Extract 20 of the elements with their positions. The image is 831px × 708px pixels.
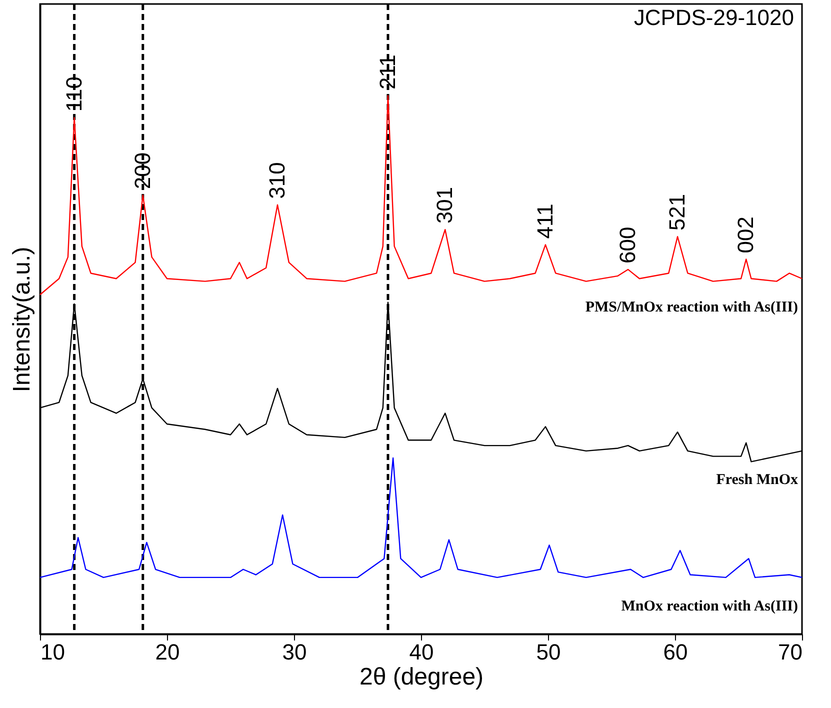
x-axis-title: 2θ (degree) [359, 664, 484, 690]
series-label: Fresh MnOx [716, 472, 798, 488]
series-label: PMS/MnOx reaction with As(III) [585, 300, 798, 316]
text: JCPDS-29-1020 [634, 5, 794, 30]
annotation: 310 [264, 162, 290, 199]
y-axis-title: Intensity(a.u.) [8, 246, 36, 392]
x-tick-label: 60 [663, 640, 688, 664]
x-tick-label: 40 [409, 640, 434, 664]
annotation: 002 [733, 216, 758, 254]
annotation: 600 [615, 226, 640, 264]
x-tick-label: 30 [282, 640, 307, 664]
annotation: 411 [532, 204, 558, 239]
x-tick-label: 10 [40, 640, 65, 664]
annotation: 521 [664, 194, 690, 231]
annotation: 211 [374, 54, 400, 90]
x-tick-label: 70 [778, 640, 802, 664]
x-tick-label: 50 [536, 640, 561, 664]
x-tick-label: 20 [155, 640, 180, 664]
series-label: MnOx reaction with As(III) [621, 598, 798, 614]
annotation: 301 [432, 186, 458, 224]
